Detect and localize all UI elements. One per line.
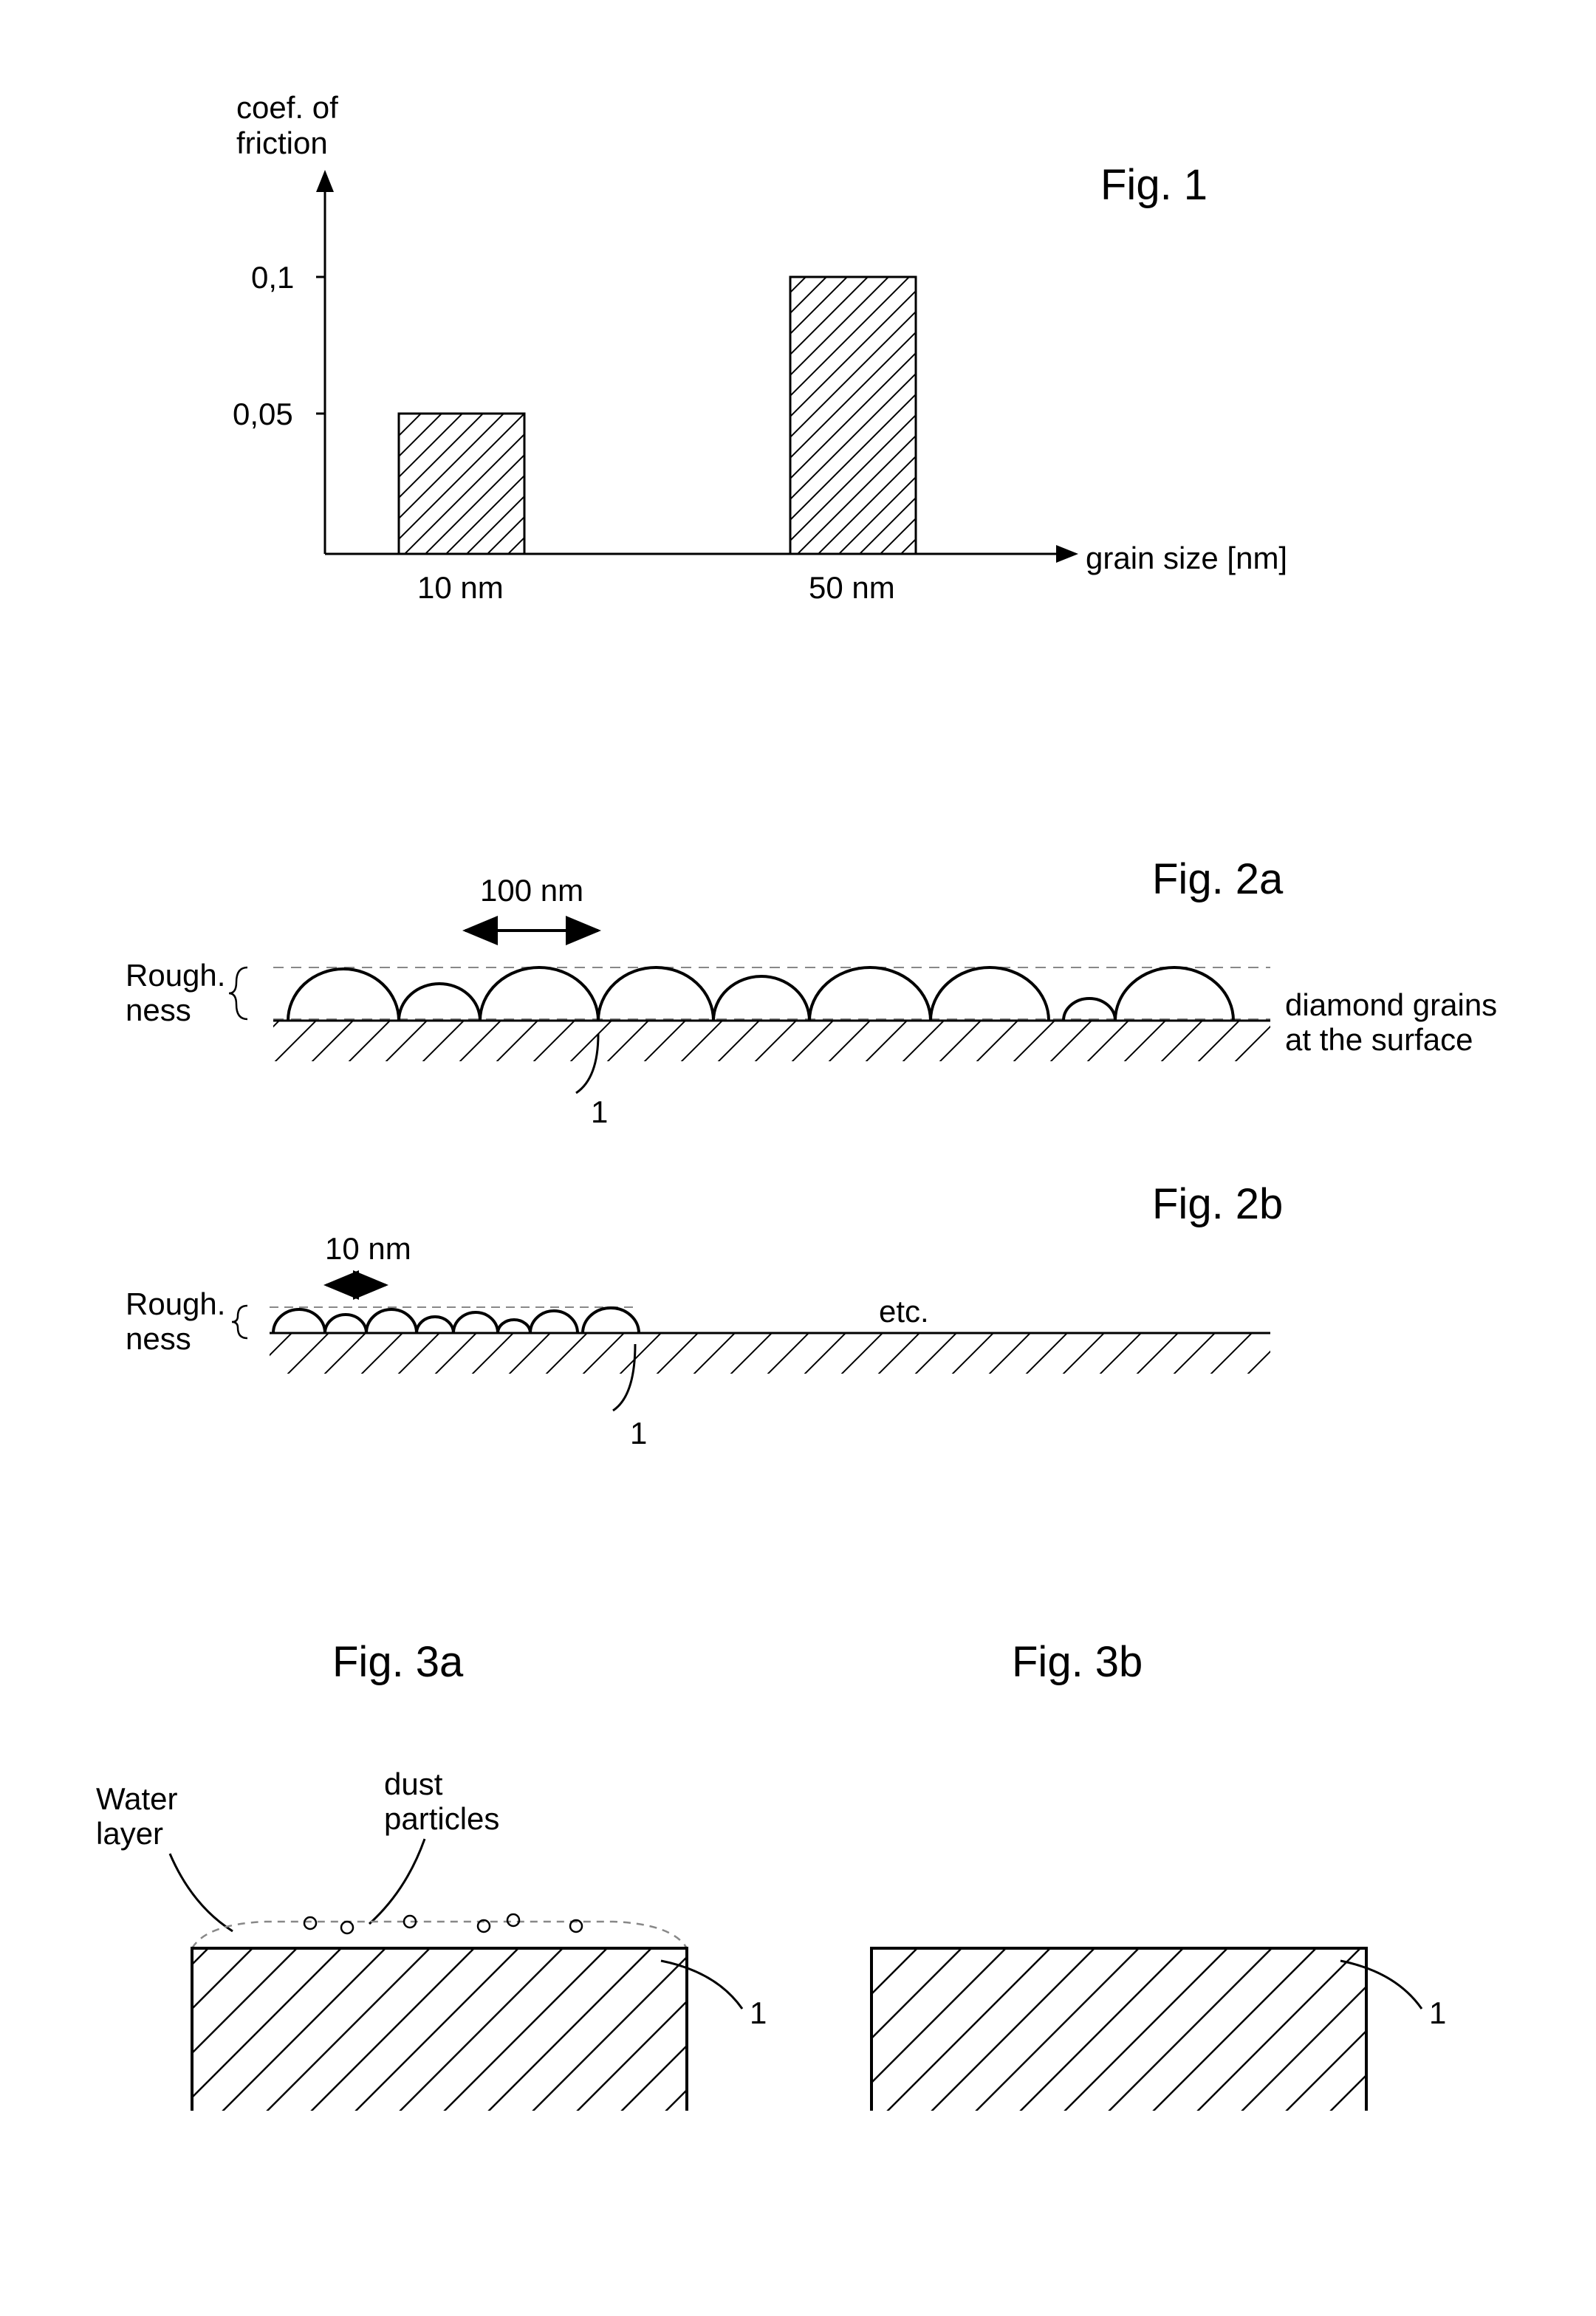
fig2a-group: Fig. 2a 100 nm Rough. ness diamond grain… <box>126 855 1497 1129</box>
fig3a-title: Fig. 3a <box>332 1638 464 1686</box>
fig2a-left-label1: Rough. <box>126 958 225 993</box>
fig2a-title: Fig. 2a <box>1152 855 1284 903</box>
fig3a-dust-label2: particles <box>384 1801 499 1836</box>
fig1-bar-1 <box>399 414 524 554</box>
fig2a-grains <box>288 967 1233 1021</box>
fig2a-brace <box>229 967 247 1019</box>
fig2a-ground-hatch <box>273 1021 1270 1061</box>
fig2a-right-label2: at the surface <box>1285 1022 1473 1057</box>
fig1-xlabel: grain size [nm] <box>1086 541 1287 575</box>
fig2b-left-label1: Rough. <box>126 1287 225 1321</box>
fig1-yaxis-arrow <box>316 170 334 192</box>
fig2b-brace <box>232 1306 247 1338</box>
fig1-xaxis-arrow <box>1056 545 1078 563</box>
fig1-bar-2 <box>790 277 916 554</box>
fig2a-scale-label: 100 nm <box>480 873 583 908</box>
fig3a-water-label1: Water <box>96 1781 177 1816</box>
fig3a-water-envelope <box>192 1922 687 1948</box>
fig3a-hatch <box>192 1948 687 2111</box>
figures-svg: coef. of friction Fig. 1 0,05 0,1 10 nm … <box>0 0 1596 2316</box>
fig2a-left-label2: ness <box>126 993 191 1027</box>
fig2a-right-label1: diamond grains <box>1285 987 1497 1022</box>
fig3a-water-label2: layer <box>96 1816 163 1851</box>
fig2b-etc: etc. <box>879 1294 929 1329</box>
fig3a-dust-label1: dust <box>384 1767 443 1801</box>
fig1-ylabel1: coef. of <box>236 90 338 125</box>
fig3-group: Fig. 3a Fig. 3b Water layer dust particl… <box>96 1638 1446 2111</box>
fig3b-block: 1 <box>871 1948 1446 2111</box>
fig2a-ref-num: 1 <box>591 1094 608 1129</box>
fig1-yticklabel-1: 0,05 <box>233 397 293 431</box>
fig1-xticklabel-2: 50 nm <box>809 570 895 605</box>
fig3a-particles <box>304 1914 582 1933</box>
fig3a-block: Water layer dust particles 1 <box>96 1767 767 2111</box>
fig3a-ref-num: 1 <box>750 1995 767 2030</box>
fig2b-grains <box>273 1308 639 1333</box>
fig1-yticklabel-2: 0,1 <box>251 260 294 295</box>
fig1-title: Fig. 1 <box>1100 161 1208 209</box>
page: coef. of friction Fig. 1 0,05 0,1 10 nm … <box>0 0 1596 2316</box>
fig3a-dust-leader <box>369 1839 425 1924</box>
fig2b-left-label2: ness <box>126 1321 191 1356</box>
fig2b-ref-num: 1 <box>630 1416 647 1450</box>
fig2b-ground-hatch <box>270 1333 1270 1374</box>
fig2b-scale-label: 10 nm <box>325 1231 411 1266</box>
fig2b-title: Fig. 2b <box>1152 1180 1283 1228</box>
fig3b-title: Fig. 3b <box>1012 1638 1143 1686</box>
fig3a-water-leader <box>170 1854 233 1931</box>
fig1-group: coef. of friction Fig. 1 0,05 0,1 10 nm … <box>233 90 1287 605</box>
fig1-xticklabel-1: 10 nm <box>417 570 504 605</box>
fig3b-ref-num: 1 <box>1429 1995 1446 2030</box>
fig2b-group: Fig. 2b 10 nm Rough. ness etc. 1 <box>126 1180 1283 1450</box>
fig3b-hatch <box>871 1948 1366 2111</box>
fig1-ylabel2: friction <box>236 126 328 160</box>
